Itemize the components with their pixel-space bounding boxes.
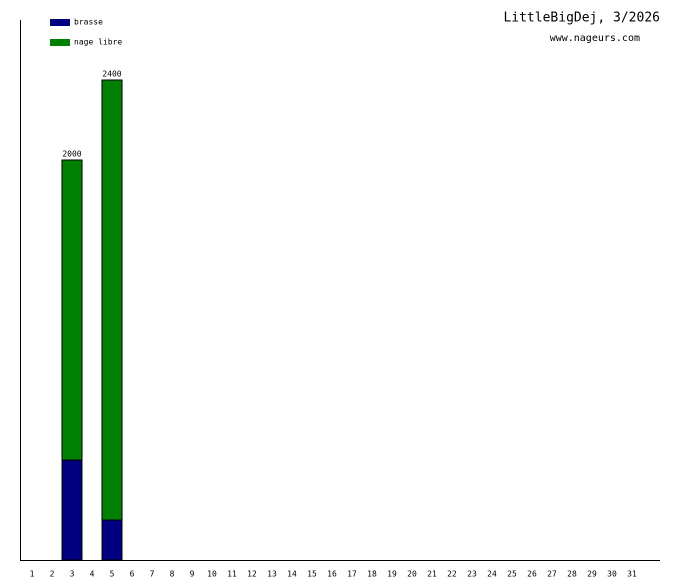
x-tick-label: 10 (207, 570, 217, 579)
total-label: 2000 (62, 150, 81, 159)
x-tick-label: 3 (70, 570, 75, 579)
x-tick-label: 25 (507, 570, 517, 579)
x-tick-label: 17 (347, 570, 357, 579)
legend-swatch (50, 39, 70, 46)
x-tick-label: 27 (547, 570, 557, 579)
x-tick-label: 13 (267, 570, 277, 579)
legend-label: brasse (74, 18, 103, 27)
x-tick-label: 9 (190, 570, 195, 579)
x-tick-label: 1 (30, 570, 35, 579)
bar-segment (61, 159, 83, 461)
chart-subtitle: www.nageurs.com (550, 33, 640, 44)
x-tick-label: 11 (227, 570, 237, 579)
legend-label: nage libre (74, 38, 122, 47)
bar-segment (61, 459, 83, 561)
x-tick-label: 7 (150, 570, 155, 579)
x-tick-label: 18 (367, 570, 377, 579)
x-tick-label: 6 (130, 570, 135, 579)
bar-segment (101, 519, 123, 561)
x-tick-label: 24 (487, 570, 497, 579)
x-tick-label: 31 (627, 570, 637, 579)
x-tick-label: 16 (327, 570, 337, 579)
x-tick-label: 30 (607, 570, 617, 579)
x-tick-label: 15 (307, 570, 317, 579)
chart-title: LittleBigDej, 3/2026 (503, 11, 660, 26)
bar-segment (101, 79, 123, 521)
x-tick-label: 23 (467, 570, 477, 579)
legend-swatch (50, 19, 70, 26)
x-tick-label: 19 (387, 570, 397, 579)
x-tick-label: 26 (527, 570, 537, 579)
x-tick-label: 5 (110, 570, 115, 579)
x-tick-label: 22 (447, 570, 457, 579)
x-tick-label: 12 (247, 570, 257, 579)
x-tick-label: 21 (427, 570, 437, 579)
x-tick-label: 4 (90, 570, 95, 579)
x-tick-label: 29 (587, 570, 597, 579)
x-tick-label: 28 (567, 570, 577, 579)
total-label: 2400 (102, 70, 121, 79)
x-tick-label: 20 (407, 570, 417, 579)
x-tick-label: 14 (287, 570, 297, 579)
x-tick-label: 8 (170, 570, 175, 579)
x-tick-label: 2 (50, 570, 55, 579)
